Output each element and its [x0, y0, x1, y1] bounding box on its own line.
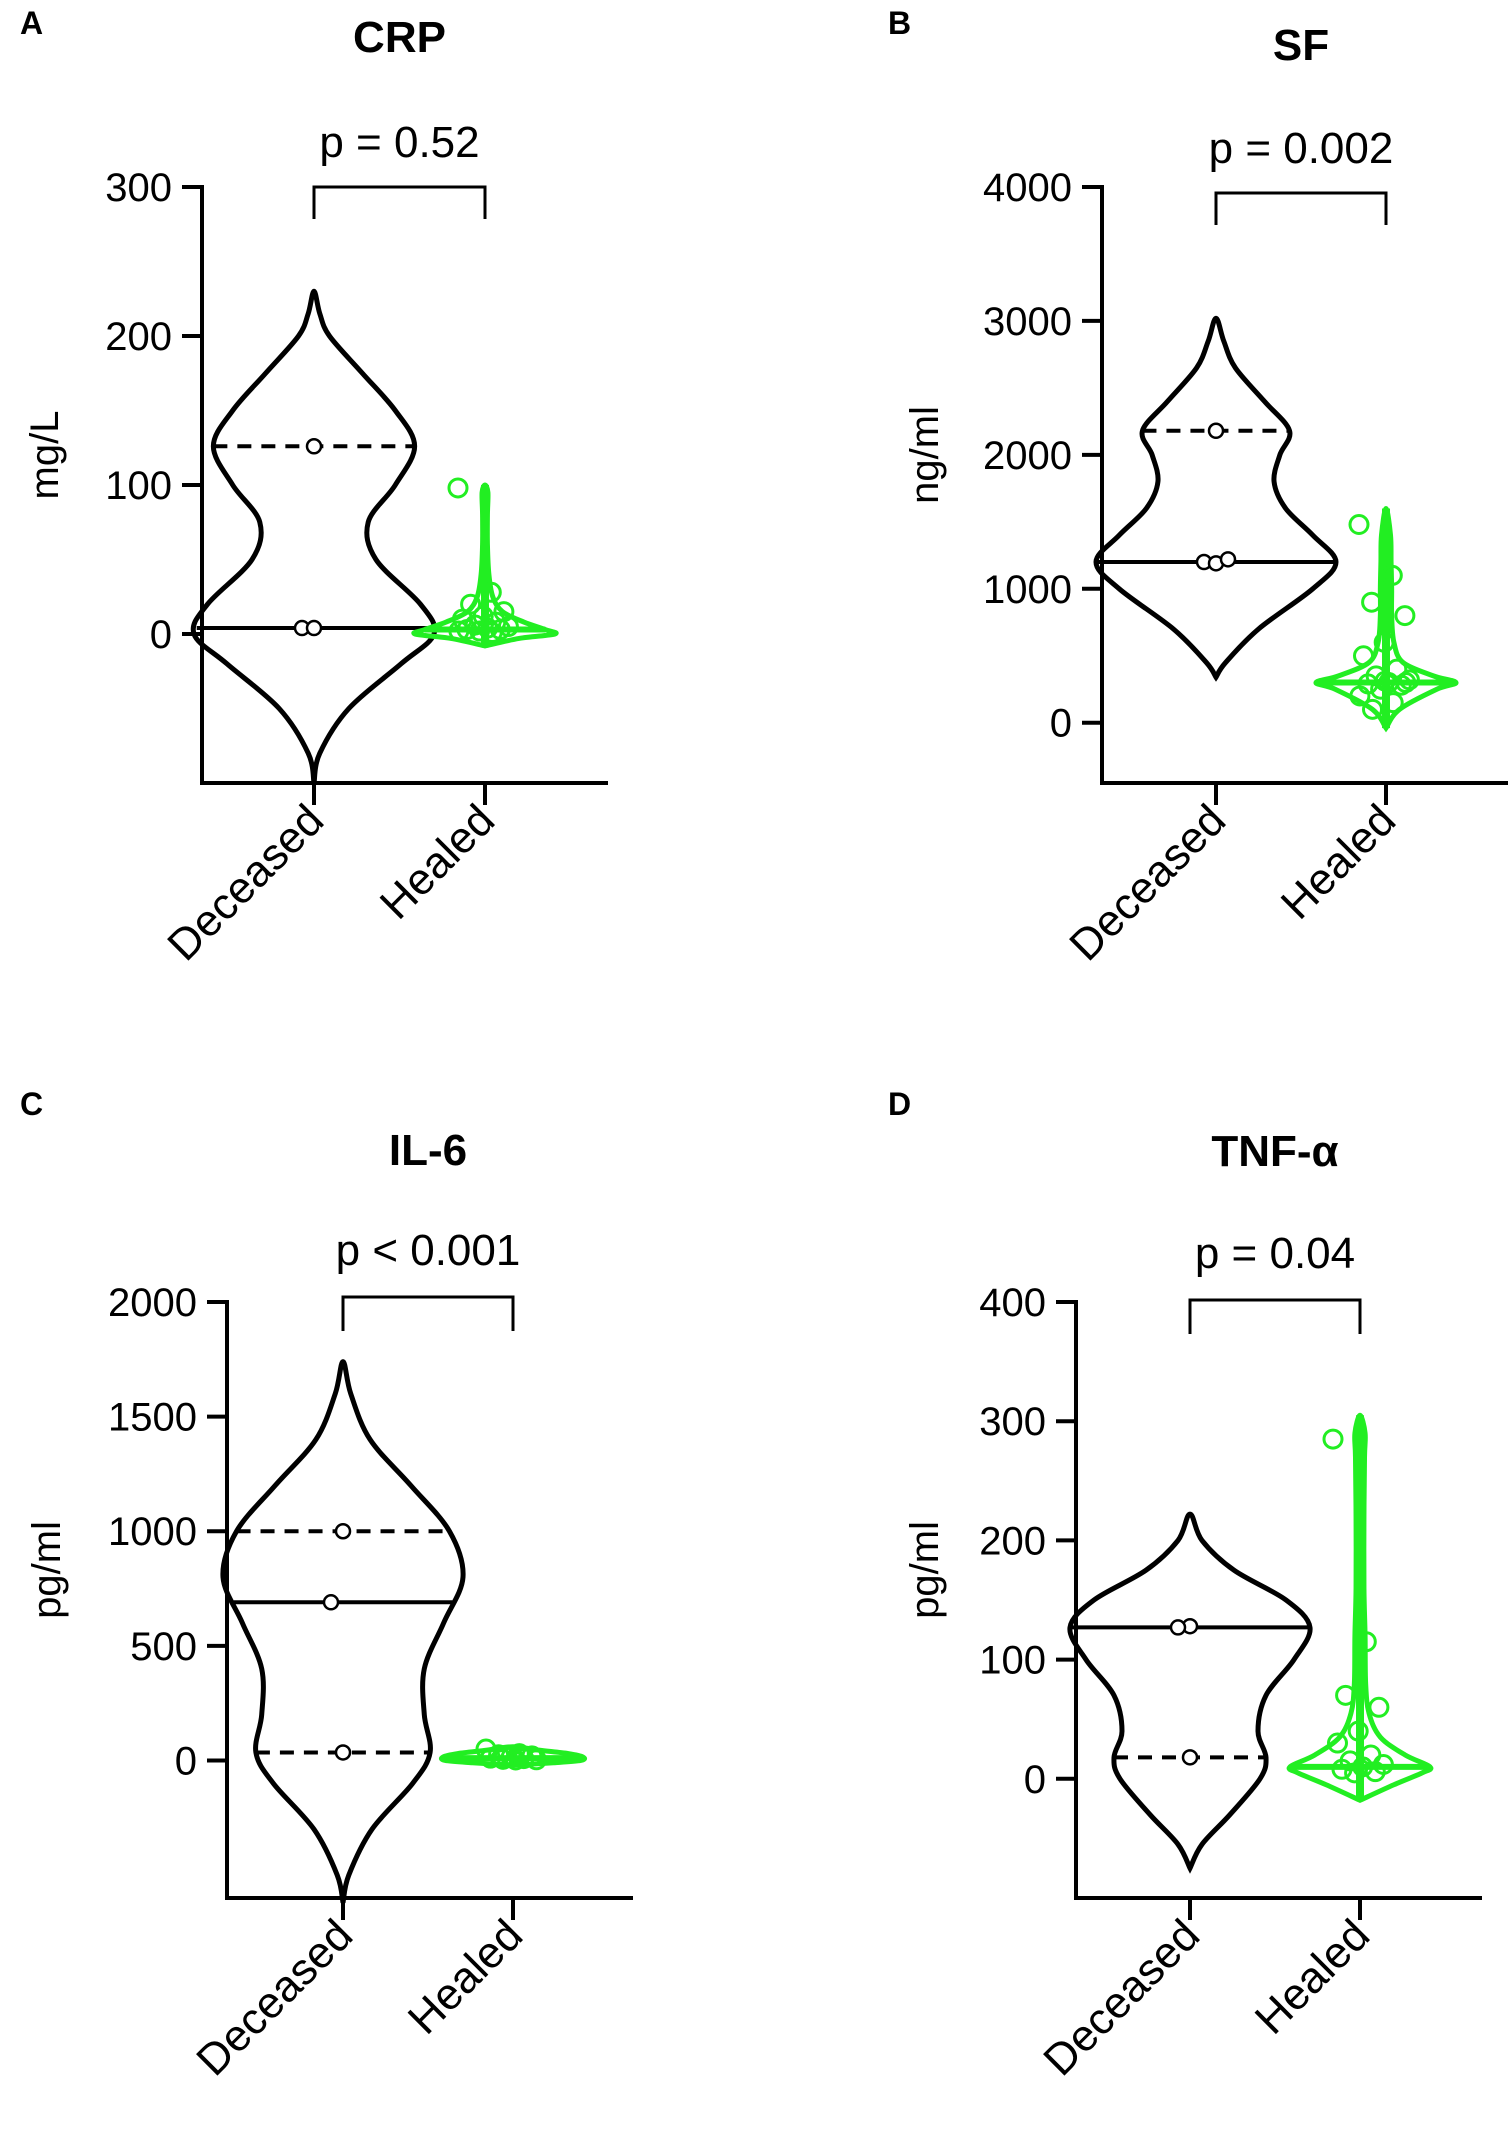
data-point — [334, 1744, 352, 1761]
panel-A: A CRP 0 100 200 300 mg/L Deceased Healed p = 0.52 — [20, 5, 608, 970]
data-point — [1322, 1428, 1344, 1450]
data-point — [305, 438, 323, 455]
data-point — [447, 477, 469, 499]
data-point — [1364, 1761, 1386, 1783]
data-point — [469, 620, 491, 642]
y-tick-label: 1000 — [983, 568, 1072, 612]
y-axis-label: pg/ml — [25, 1521, 69, 1619]
data-point — [1349, 685, 1371, 707]
data-point — [480, 1747, 501, 1769]
data-point — [1382, 692, 1404, 714]
p-value: p = 0.002 — [1209, 124, 1394, 173]
y-tick-label: 200 — [105, 315, 172, 359]
x-category-label: Healed — [399, 1910, 532, 2043]
chart-title: SF — [1273, 21, 1329, 70]
data-point — [1362, 698, 1383, 720]
y-tick-label: 0 — [175, 1739, 197, 1783]
data-point — [305, 619, 323, 637]
data-point — [334, 1522, 352, 1540]
panel-letter: A — [20, 5, 43, 41]
y-axis-label: mg/L — [23, 411, 67, 500]
panel-letter: C — [20, 1086, 43, 1122]
data-point — [1361, 591, 1383, 613]
violin-deceased — [220, 1359, 466, 1904]
data-point — [1381, 564, 1403, 586]
data-point — [480, 581, 502, 603]
x-category-label: Deceased — [1034, 1910, 1209, 2085]
chart-title: IL-6 — [389, 1126, 467, 1175]
y-axis-label: pg/ml — [903, 1521, 947, 1619]
y-tick-label: 1500 — [108, 1396, 197, 1440]
x-category-label: Healed — [1246, 1910, 1379, 2043]
chart-title: CRP — [353, 13, 446, 62]
panel-C: C IL-6 0 500 1000 1500 2000 pg/ml Deceased Healed… — [20, 1086, 633, 2085]
data-point — [1374, 670, 1396, 692]
significance-bracket — [312, 185, 487, 219]
y-tick-label: 300 — [979, 1400, 1046, 1444]
y-axis-label: ng/ml — [903, 406, 947, 504]
y-tick-label: 4000 — [983, 166, 1072, 210]
data-point — [1331, 1758, 1353, 1780]
panel-letter: D — [888, 1086, 911, 1122]
data-point — [1395, 672, 1417, 694]
data-point — [1207, 422, 1225, 440]
data-point — [1394, 605, 1416, 627]
x-category-label: Healed — [371, 795, 504, 928]
data-point — [525, 1749, 547, 1771]
data-point — [1327, 1732, 1348, 1754]
data-point — [505, 1749, 527, 1771]
y-tick-label: 2000 — [983, 434, 1072, 478]
data-point — [513, 1748, 535, 1770]
significance-bracket — [1214, 191, 1388, 225]
x-category-label: Deceased — [187, 1910, 362, 2085]
data-point — [322, 1594, 340, 1611]
y-tick-label: 300 — [105, 166, 172, 210]
data-point — [452, 608, 473, 630]
data-point — [1355, 1631, 1377, 1653]
chart-title: TNF-α — [1211, 1127, 1338, 1176]
data-point — [1347, 1720, 1369, 1742]
x-category-label: Healed — [1272, 795, 1405, 928]
data-point — [456, 619, 478, 641]
panel-D: D TNF-α 0 100 200 300 400 pg/ml Deceased Healed p … — [888, 1086, 1482, 2085]
data-point — [492, 1748, 514, 1770]
y-tick-label: 400 — [979, 1281, 1046, 1325]
p-value: p = 0.52 — [319, 118, 479, 167]
data-point — [1373, 631, 1395, 653]
y-tick-label: 200 — [979, 1519, 1046, 1563]
data-point — [1169, 1619, 1187, 1636]
data-point — [1344, 1762, 1366, 1784]
p-value: p = 0.04 — [1195, 1229, 1355, 1278]
significance-bracket — [341, 1295, 515, 1331]
p-value: p < 0.001 — [336, 1226, 521, 1275]
data-point — [1368, 1696, 1390, 1718]
y-tick-label: 2000 — [108, 1281, 197, 1325]
y-tick-label: 0 — [1050, 702, 1072, 746]
data-point — [481, 622, 503, 644]
data-point — [1219, 551, 1237, 568]
panel-B: B SF 0 1000 2000 3000 4000 ng/ml Deceased Healed p… — [888, 5, 1508, 970]
y-tick-label: 1000 — [108, 1510, 197, 1554]
y-tick-label: 0 — [1024, 1758, 1046, 1802]
data-point — [1348, 514, 1370, 536]
x-category-label: Deceased — [1060, 795, 1235, 970]
y-tick-label: 100 — [979, 1639, 1046, 1683]
data-point — [448, 620, 470, 642]
violin-deceased — [1093, 315, 1339, 682]
violin-deceased — [190, 288, 438, 784]
violin-deceased — [1067, 1511, 1313, 1874]
significance-bracket — [1188, 1298, 1362, 1334]
y-tick-label: 100 — [105, 464, 172, 508]
data-point — [1353, 645, 1374, 667]
data-point — [1181, 1749, 1199, 1766]
data-point — [1335, 1684, 1357, 1706]
y-tick-label: 0 — [150, 613, 172, 657]
x-category-label: Deceased — [158, 795, 333, 970]
violin-healed — [1313, 505, 1459, 733]
y-tick-label: 3000 — [983, 300, 1072, 344]
panel-letter: B — [888, 5, 911, 41]
y-tick-label: 500 — [130, 1625, 197, 1669]
